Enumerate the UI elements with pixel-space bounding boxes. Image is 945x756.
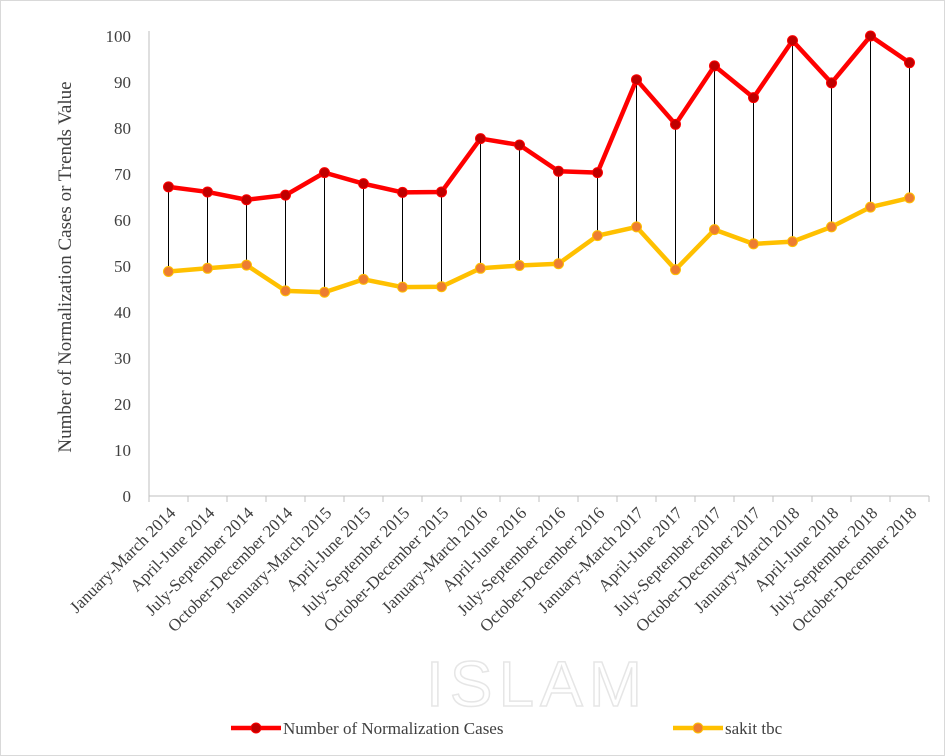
data-point xyxy=(280,285,291,297)
data-point xyxy=(202,186,213,198)
watermark-text: ISLAM xyxy=(426,648,648,720)
data-point xyxy=(280,189,291,201)
data-point xyxy=(319,286,330,298)
data-point xyxy=(826,77,837,89)
y-tick-label: 30 xyxy=(114,349,131,368)
legend-swatch-marker xyxy=(692,722,704,734)
data-point xyxy=(241,259,252,271)
data-point xyxy=(475,262,486,274)
y-tick-label: 80 xyxy=(114,119,131,138)
data-point xyxy=(748,238,759,250)
data-point xyxy=(319,167,330,179)
y-tick-label: 60 xyxy=(114,211,131,230)
data-point xyxy=(358,178,369,190)
data-point xyxy=(631,74,642,86)
legend-label: sakit tbc xyxy=(725,719,783,738)
data-point xyxy=(592,167,603,179)
data-point xyxy=(358,273,369,285)
drop-lines xyxy=(168,36,910,293)
data-point xyxy=(553,258,564,270)
data-point xyxy=(514,260,525,272)
series-line xyxy=(166,195,912,295)
legend: Number of Normalization Cases sakit tbc xyxy=(231,719,783,738)
data-point xyxy=(241,194,252,206)
series-line xyxy=(166,33,912,203)
data-point xyxy=(670,118,681,130)
y-tick-label: 0 xyxy=(123,487,132,506)
data-point xyxy=(553,165,564,177)
data-point xyxy=(787,236,798,248)
y-tick-label: 20 xyxy=(114,395,131,414)
data-point xyxy=(865,30,876,42)
data-point xyxy=(436,281,447,293)
data-point xyxy=(163,181,174,193)
y-tick-label: 40 xyxy=(114,303,131,322)
data-point xyxy=(865,201,876,213)
y-tick-label: 10 xyxy=(114,441,131,460)
series-layer xyxy=(163,30,915,298)
data-point xyxy=(592,230,603,242)
data-point xyxy=(904,192,915,204)
data-point xyxy=(709,60,720,72)
data-point xyxy=(475,133,486,145)
legend-label: Number of Normalization Cases xyxy=(283,719,503,738)
legend-swatch-marker xyxy=(250,722,262,734)
y-tick-label: 70 xyxy=(114,165,131,184)
y-axis-ticks: 0 10 20 30 40 50 60 70 80 90 100 xyxy=(106,27,132,506)
data-point xyxy=(631,221,642,233)
y-tick-label: 50 xyxy=(114,257,131,276)
data-point xyxy=(397,281,408,293)
data-point xyxy=(904,57,915,69)
data-point xyxy=(709,224,720,236)
data-point xyxy=(670,264,681,276)
y-axis-title: Number of Normalization Cases or Trends … xyxy=(55,81,76,452)
data-point xyxy=(163,266,174,278)
data-point xyxy=(436,186,447,198)
data-point xyxy=(787,35,798,47)
y-tick-label: 100 xyxy=(106,27,132,46)
data-point xyxy=(397,186,408,198)
data-point xyxy=(202,262,213,274)
y-tick-label: 90 xyxy=(114,73,131,92)
data-point xyxy=(826,221,837,233)
data-point xyxy=(514,139,525,151)
data-point xyxy=(748,92,759,104)
